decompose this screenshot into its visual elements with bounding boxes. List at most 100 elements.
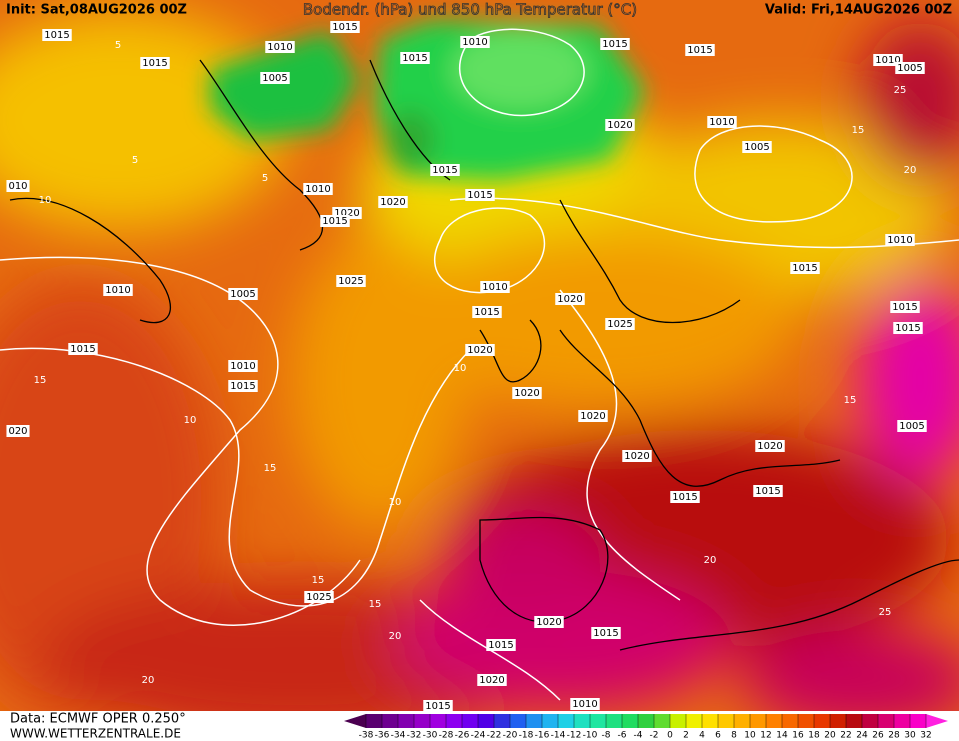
colorbar-tick-label: -12 [567, 731, 582, 741]
isobar-label: 1015 [602, 39, 627, 50]
temperature-label: 10 [454, 363, 467, 374]
isobar-label-box [378, 196, 408, 208]
isobar-label: 1015 [432, 165, 457, 176]
colorbar-arrow [926, 714, 948, 728]
isobar-label: 1015 [230, 381, 255, 392]
colorbar-tick-label: -20 [503, 731, 518, 741]
colorbar-tick-label: -34 [391, 731, 406, 741]
isobar-label-box [477, 674, 507, 686]
colorbar-tick-label: -36 [375, 731, 390, 741]
isobar-label-box [591, 627, 621, 639]
isobar-label-box [6, 180, 30, 192]
isobar-label-box [480, 281, 510, 293]
isobar-label: 1025 [306, 592, 331, 603]
isobar-label-box [685, 44, 715, 56]
isobar-label-box [755, 440, 785, 452]
isobar-label-box [578, 410, 608, 422]
temperature-label: 15 [844, 395, 857, 406]
isobar-label: 020 [8, 426, 27, 437]
colorbar-tick-label: -26 [455, 731, 470, 741]
colorbar-tick-label: -10 [583, 731, 598, 741]
isobar-label: 1020 [467, 345, 492, 356]
colorbar-segment [510, 714, 527, 728]
isobar-label-box [304, 591, 334, 603]
temperature-label: 5 [132, 155, 138, 166]
isobar-label-box [790, 262, 820, 274]
website: WWW.WETTERZENTRALE.DE [10, 727, 181, 741]
colorbar-tick-label: -30 [423, 731, 438, 741]
isobar-label: 1015 [672, 492, 697, 503]
isobar-label-box [68, 343, 98, 355]
colorbar-segment [846, 714, 863, 728]
colorbar-tick-label: 4 [699, 731, 705, 741]
colorbar-segment [910, 714, 927, 728]
colorbar-arrow [344, 714, 366, 728]
temperature-label: 25 [879, 607, 892, 618]
isobar-label-box [600, 38, 630, 50]
colorbar-tick-label: 6 [715, 731, 721, 741]
isobar-label-box [555, 293, 585, 305]
isobar-label: 1020 [334, 208, 359, 219]
map-title: Bodendr. (hPa) und 850 hPa Temperatur (°… [303, 1, 637, 19]
isobar-label: 1010 [875, 55, 900, 66]
isobar-label: 1005 [899, 421, 924, 432]
temperature-label: 20 [142, 675, 155, 686]
isobar-label: 1015 [142, 58, 167, 69]
isobar-label: 1015 [425, 701, 450, 712]
colorbar-segment [494, 714, 511, 728]
colorbar-segment [606, 714, 623, 728]
temperature-label: 10 [389, 497, 402, 508]
isobar-label-box [486, 639, 516, 651]
colorbar-segment [814, 714, 831, 728]
colorbar-segment [686, 714, 703, 728]
isobar-label: 1015 [488, 640, 513, 651]
colorbar-tick-label: -32 [407, 731, 422, 741]
isobar-label: 1015 [593, 628, 618, 639]
colorbar-segment [798, 714, 815, 728]
colorbar-tick-label: -38 [359, 731, 374, 741]
temperature-label: 5 [115, 40, 121, 51]
isobar-label-box [622, 450, 652, 462]
init-time: Init: Sat,08AUG2026 00Z [6, 3, 187, 18]
colorbar-tick-label: -28 [439, 731, 454, 741]
temperature-label: 10 [184, 415, 197, 426]
isobar-label: 1020 [380, 197, 405, 208]
isobar-label: 010 [8, 181, 27, 192]
isobar-label: 1015 [892, 302, 917, 313]
colorbar-tick-label: -8 [602, 731, 611, 741]
colorbar-segment [654, 714, 671, 728]
isobar-label: 1005 [262, 73, 287, 84]
isobar-label-box [228, 360, 258, 372]
header: Init: Sat,08AUG2026 00Z Bodendr. (hPa) u… [6, 0, 952, 19]
colorbar-segment [542, 714, 559, 728]
isobar-label-box [400, 52, 430, 64]
colorbar-tick-label: 32 [920, 731, 931, 741]
colorbar-segment [446, 714, 463, 728]
temperature-label: 25 [894, 85, 907, 96]
colorbar-tick-label: 14 [776, 731, 788, 741]
isobar-label: 1020 [557, 294, 582, 305]
colorbar-segment [830, 714, 847, 728]
colorbar-segment [414, 714, 431, 728]
colorbar-tick-label: 20 [824, 731, 836, 741]
isobar-label-box [228, 288, 258, 300]
colorbar-tick-label: 16 [792, 731, 804, 741]
isobar-label-box [260, 72, 290, 84]
temperature-label: 20 [389, 631, 402, 642]
colorbar-segment [558, 714, 575, 728]
isobar-label-box [890, 301, 920, 313]
isobar-label: 1020 [514, 388, 539, 399]
isobar-label: 1020 [607, 120, 632, 131]
isobar-label: 1015 [895, 323, 920, 334]
isobar-label: 1015 [687, 45, 712, 56]
colorbar-segment [878, 714, 895, 728]
colorbar-tick-label: -16 [535, 731, 550, 741]
isobar-label-box [885, 234, 915, 246]
isobar-label-box [570, 698, 600, 710]
isobar-label: 1020 [479, 675, 504, 686]
isobar-label-box [605, 318, 635, 330]
colorbar-segment [366, 714, 383, 728]
isobar-label-box [897, 420, 927, 432]
